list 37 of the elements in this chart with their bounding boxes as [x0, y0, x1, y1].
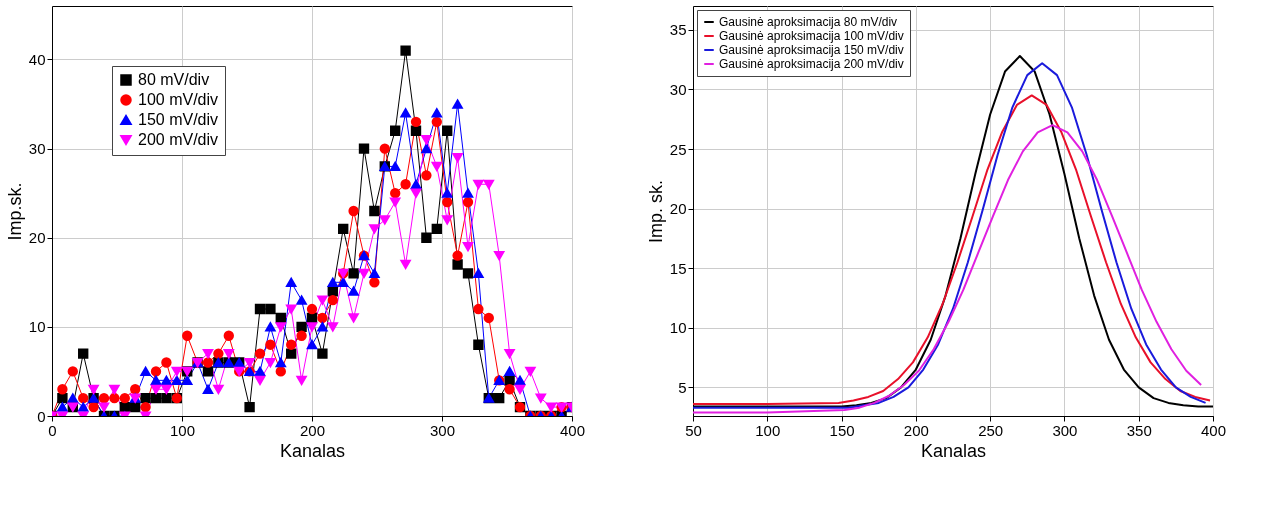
legend-label: Gausinė aproksimacija 200 mV/div — [719, 57, 904, 71]
x-tick-label: 300 — [429, 421, 456, 439]
legend-label: 80 mV/div — [138, 71, 210, 88]
y-tick-label: 5 — [678, 378, 687, 396]
legend-label: Gausinė aproksimacija 150 mV/div — [719, 43, 904, 57]
y-tick-label: 35 — [669, 21, 687, 39]
x-tick-label: 200 — [903, 421, 929, 439]
x-tick-label: 400 — [559, 421, 586, 439]
x-tick-label: 0 — [48, 421, 57, 439]
y-tick-label: 30 — [669, 80, 687, 98]
y-tick-label: 0 — [37, 407, 46, 425]
x-tick-label: 50 — [685, 421, 702, 439]
legend-label: Gausinė aproksimacija 100 mV/div — [719, 29, 904, 43]
y-tick-label: 30 — [28, 140, 46, 158]
x-tick-label: 250 — [978, 421, 1004, 439]
x-tick-label: 400 — [1200, 421, 1227, 439]
x-tick-label: 350 — [1126, 421, 1152, 439]
y-axis-title: Imp. sk. — [645, 179, 666, 244]
y-tick-label: 20 — [28, 229, 46, 247]
y-tick-label: 40 — [28, 50, 46, 68]
legend-label: 150 mV/div — [138, 111, 219, 128]
x-axis-title: Kanalas — [920, 440, 987, 461]
y-tick-label: 15 — [669, 259, 687, 277]
x-tick-label: 150 — [829, 421, 855, 439]
y-tick-label: 20 — [669, 200, 687, 218]
y-tick-label: 10 — [28, 318, 46, 336]
x-tick-label: 100 — [169, 421, 196, 439]
x-tick-label: 200 — [299, 421, 326, 439]
y-tick-label: 10 — [669, 319, 687, 337]
legend-label: Gausinė aproksimacija 80 mV/div — [719, 15, 898, 29]
legend-label: 200 mV/div — [138, 131, 219, 148]
y-axis-title: Imp.sk. — [4, 182, 25, 241]
y-tick-label: 25 — [669, 140, 687, 158]
legend-label: 100 mV/div — [138, 91, 219, 108]
x-axis-title: Kanalas — [279, 440, 346, 461]
x-tick-label: 100 — [755, 421, 781, 439]
x-tick-label: 300 — [1052, 421, 1078, 439]
